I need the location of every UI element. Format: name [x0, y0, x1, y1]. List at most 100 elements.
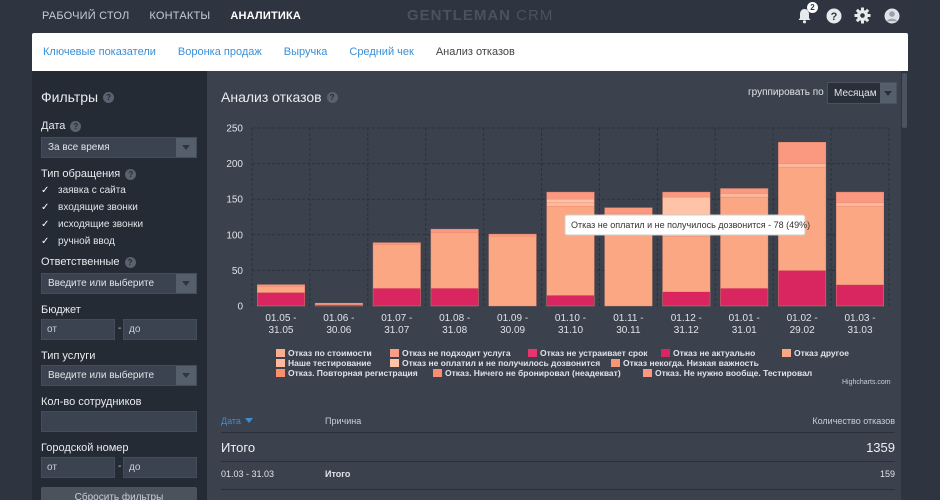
bar-segment: [430, 228, 479, 233]
bar-segment: [778, 270, 827, 307]
bar-segment: [430, 232, 479, 289]
help-icon[interactable]: ?: [125, 168, 137, 180]
phone-to-input[interactable]: до: [123, 457, 197, 478]
nav-desktop[interactable]: РАБОЧИЙ СТОЛ: [42, 10, 130, 22]
bar-segment: [778, 142, 827, 164]
phone-label: Городской номер: [41, 442, 129, 454]
checkbox-outgoing-calls[interactable]: ✓ исходящие звонки: [41, 219, 143, 230]
bar-segment: [778, 163, 827, 168]
bar-segment: [314, 304, 363, 307]
bar-segment: [546, 202, 595, 207]
scrollbar[interactable]: [901, 71, 908, 500]
bar-segment: [836, 206, 884, 285]
reset-filters-button[interactable]: Сбросить фильтры: [41, 487, 197, 500]
legend-symbol: [661, 349, 670, 357]
col-reason-header[interactable]: Причина: [325, 416, 362, 426]
tooltip-box: [564, 214, 806, 236]
x-tick-label: 31.10: [558, 325, 583, 336]
help-icon[interactable]: ?: [124, 256, 136, 268]
budget-label: Бюджет: [41, 304, 81, 316]
checkmark-icon: ✓: [41, 236, 50, 247]
date-select[interactable]: За все время: [41, 137, 197, 158]
nav-analytics[interactable]: АНАЛИТИКА: [230, 10, 302, 22]
bar-segment: [257, 292, 305, 307]
top-nav: РАБОЧИЙ СТОЛ КОНТАКТЫ АНАЛИТИКА: [42, 10, 301, 22]
help-icon[interactable]: ?: [825, 7, 842, 24]
col-date-header[interactable]: Дата: [221, 416, 253, 426]
notification-badge: 2: [807, 2, 818, 13]
main-panel: Анализ отказов? группировать по Месяцам …: [207, 71, 908, 500]
checkbox-label: исходящие звонки: [58, 219, 144, 230]
chart-credit: Highcharts.com: [842, 379, 891, 386]
bar-segment: [662, 291, 711, 307]
checkbox-site-request[interactable]: ✓ заявка с сайта: [41, 185, 126, 196]
row-count: 159: [879, 469, 895, 479]
responsible-placeholder: Введите или выберите: [48, 278, 155, 289]
tab-key-metrics[interactable]: Ключевые показатели: [43, 46, 156, 58]
phone-from-input[interactable]: от: [41, 457, 115, 478]
budget-label-text: Бюджет: [41, 304, 81, 316]
nav-contacts[interactable]: КОНТАКТЫ: [149, 10, 211, 22]
y-tick-label: 100: [226, 230, 243, 241]
bar-segment: [546, 295, 595, 307]
x-tick-label: 29.02: [790, 325, 815, 336]
phone-from-placeholder: от: [47, 462, 57, 473]
staff-label-text: Кол-во сотрудников: [41, 396, 142, 408]
col-count-header[interactable]: Количество отказов: [812, 416, 895, 426]
y-tick-label: 200: [226, 159, 243, 170]
responsible-select[interactable]: Введите или выберите: [41, 273, 197, 294]
help-icon[interactable]: ?: [70, 120, 82, 132]
x-tick-label: 01.09 -: [497, 313, 528, 324]
checkbox-manual-input[interactable]: ✓ ручной ввод: [41, 236, 115, 247]
legend-symbol: [611, 359, 620, 367]
tab-rejection-analysis[interactable]: Анализ отказов: [435, 46, 515, 58]
range-dash: -: [118, 323, 122, 334]
top-bar: РАБОЧИЙ СТОЛ КОНТАКТЫ АНАЛИТИКА GENTLEMA…: [0, 0, 940, 32]
tab-avg-check[interactable]: Средний чек: [349, 46, 414, 58]
page-title: Анализ отказов: [221, 89, 322, 105]
checkbox-label: входящие звонки: [58, 202, 138, 213]
legend-item: Отказ некогда. Низкая важность: [623, 358, 759, 368]
col-date-label: Дата: [221, 416, 241, 426]
help-icon[interactable]: ?: [103, 91, 115, 103]
responsible-label: Ответственные: [41, 256, 120, 268]
chevron-down-icon[interactable]: [176, 366, 196, 385]
group-by-value: Месяцам: [834, 88, 877, 99]
bar-segment: [257, 286, 305, 293]
legend-symbol: [643, 369, 652, 377]
legend-symbol: [276, 349, 285, 357]
legend-symbol: [276, 369, 285, 377]
budget-from-input[interactable]: от: [41, 319, 115, 340]
scrollbar-thumb[interactable]: [902, 73, 907, 128]
x-tick-label: 30.06: [326, 325, 351, 336]
service-select[interactable]: Введите или выберите: [41, 365, 197, 386]
date-value: За все время: [48, 142, 110, 153]
staff-input[interactable]: [41, 411, 197, 432]
divider: [221, 432, 895, 433]
bar-segment: [720, 287, 769, 307]
bar-segment: [314, 302, 363, 305]
gear-icon[interactable]: [854, 7, 871, 24]
legend-item: Отказ по стоимости: [288, 348, 372, 358]
bar-segment: [430, 287, 479, 307]
chevron-down-icon[interactable]: [176, 274, 196, 293]
legend-item: Отказ не устраивает срок: [540, 348, 648, 358]
checkbox-incoming-calls[interactable]: ✓ входящие звонки: [41, 202, 138, 213]
help-icon[interactable]: ?: [326, 91, 338, 103]
x-tick-label: 31.05: [268, 325, 293, 336]
tab-revenue[interactable]: Выручка: [283, 46, 328, 58]
tab-sales-funnel[interactable]: Воронка продаж: [177, 46, 262, 58]
bar-segment: [546, 191, 595, 200]
chart-tooltip: Отказ не оплатил и не получилось дозвони…: [564, 214, 810, 236]
bell-icon[interactable]: 2: [796, 2, 818, 24]
avatar[interactable]: [883, 7, 900, 24]
legend-item: Отказ не оплатил и не получилось дозвони…: [402, 358, 600, 368]
chevron-down-icon[interactable]: [880, 83, 896, 103]
budget-to-input[interactable]: до: [123, 319, 197, 340]
legend-item: Отказ. Повторная регистрация: [288, 368, 418, 378]
app-logo: GENTLEMAN CRM: [407, 7, 553, 24]
group-by-select[interactable]: Месяцам: [827, 82, 897, 104]
checkmark-icon: ✓: [41, 185, 50, 196]
phone-to-placeholder: до: [129, 462, 141, 473]
chevron-down-icon[interactable]: [176, 138, 196, 157]
